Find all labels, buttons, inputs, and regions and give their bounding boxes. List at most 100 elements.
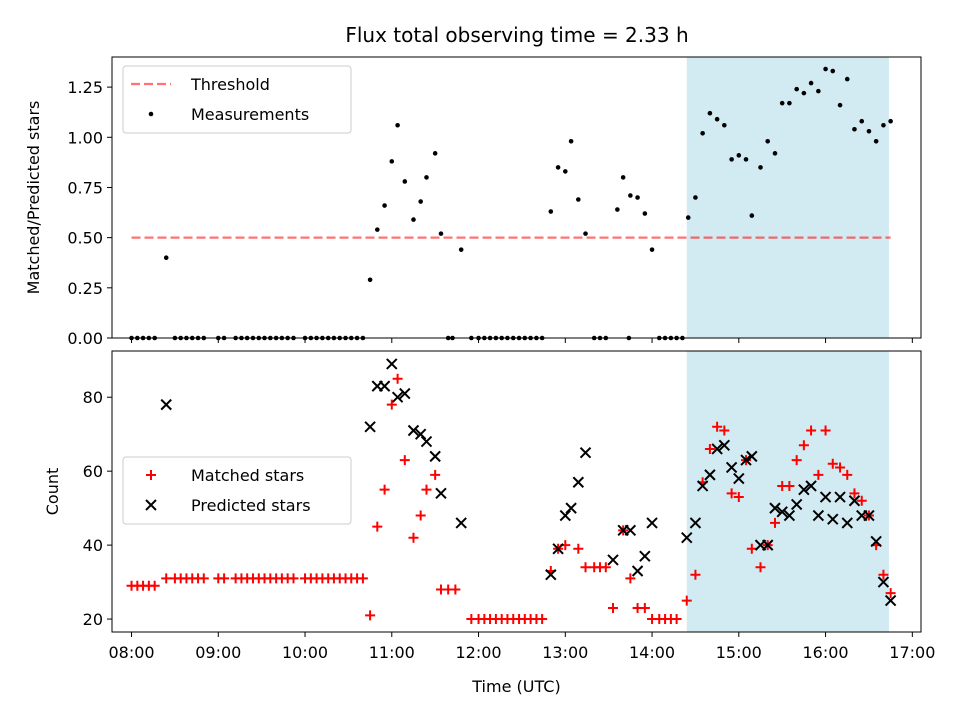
top-panel-ratio: 0.00 0.25 0.50 0.75 1.00 1.25 Matched/Predicte… (24, 56, 922, 348)
predicted-point (435, 487, 447, 500)
matched-point (690, 569, 701, 580)
predicted-point (746, 450, 758, 463)
predicted-point (848, 495, 861, 507)
matched-point (726, 488, 737, 499)
measurement-point (881, 122, 886, 128)
predicted-point (689, 517, 702, 529)
predicted-point (733, 472, 745, 485)
matched-point (198, 573, 209, 584)
measurement-point (438, 231, 444, 236)
matched-point (784, 480, 795, 491)
predicted-point (559, 509, 572, 522)
bottom-panel-counts: 20 40 60 80 08:00 09:00 10:00 11:00 12:00 13:00 14… (43, 350, 935, 696)
y-axis-label: Matched/Predicted stars (24, 101, 43, 295)
predicted-point (378, 380, 391, 392)
predicted-point (565, 502, 577, 514)
measurement-point (714, 116, 720, 122)
y-tick-label: 0.50 (67, 229, 103, 248)
measurement-point (402, 179, 408, 184)
y-tick-label: 0.25 (67, 279, 103, 298)
matched-point (719, 425, 730, 436)
series-matched-stars (126, 373, 896, 625)
measurement-point (628, 193, 633, 198)
predicted-point (841, 517, 853, 529)
x-tick-label: 16:00 (803, 643, 849, 662)
measurement-point (816, 88, 821, 94)
measurement-point (722, 122, 727, 128)
matched-point (639, 602, 650, 613)
measurement-point (576, 197, 581, 202)
predicted-point (827, 513, 839, 525)
matched-point (372, 521, 383, 532)
matched-point (399, 455, 410, 466)
x-tick-label: 17:00 (889, 643, 935, 662)
y-tick-label: 0.00 (67, 329, 103, 348)
matched-point (365, 610, 376, 621)
predicted-point (761, 539, 774, 551)
predicted-point (572, 476, 585, 488)
matched-point (769, 517, 780, 528)
predicted-point (391, 391, 404, 403)
measurement-point (432, 151, 438, 156)
measurement-point (844, 76, 850, 82)
y-tick-label: 40 (83, 536, 103, 555)
predicted-point (607, 554, 619, 566)
measurement-point (873, 139, 879, 144)
measurement-point (163, 255, 169, 261)
legend-box (122, 456, 352, 525)
measurement-point (568, 139, 574, 144)
y-tick-label: 20 (83, 610, 103, 629)
matched-point (885, 588, 896, 599)
predicted-point (364, 421, 376, 433)
measurement-point (794, 86, 799, 92)
y-tick-label: 80 (83, 388, 103, 407)
x-tick-label: 15:00 (716, 643, 762, 662)
measurement-point (642, 211, 648, 216)
matched-point (733, 492, 744, 503)
matched-point (600, 562, 611, 573)
legend-label: Measurements (191, 105, 309, 124)
matched-point (798, 440, 809, 451)
matched-point (712, 421, 723, 432)
measurement-point (458, 247, 464, 252)
x-tick-label: 08:00 (108, 643, 154, 662)
matched-point (842, 469, 853, 480)
matched-point (573, 543, 584, 554)
predicted-point (386, 358, 398, 370)
predicted-point (798, 483, 810, 496)
measurement-point (367, 277, 373, 283)
predicted-point (718, 439, 731, 451)
predicted-point (696, 480, 709, 492)
predicted-point (407, 424, 420, 437)
measurement-point (615, 207, 620, 212)
measurement-point (837, 102, 843, 108)
measurement-point (374, 227, 380, 232)
predicted-point (725, 461, 738, 474)
predicted-point (790, 498, 803, 511)
measurement-point (583, 231, 588, 236)
predicted-point (420, 435, 433, 448)
matched-point (671, 614, 682, 625)
predicted-point (429, 450, 441, 463)
matched-point (421, 484, 432, 495)
matched-point (878, 569, 889, 580)
measurement-point (758, 165, 763, 170)
matched-point (357, 573, 368, 584)
predicted-point (776, 506, 788, 518)
predicted-point (399, 387, 411, 400)
measurement-point (749, 213, 755, 218)
matched-point (430, 469, 441, 480)
matched-point (827, 458, 838, 469)
x-tick-label: 09:00 (195, 643, 241, 662)
measurement-point (700, 130, 705, 136)
measurement-point (787, 100, 792, 106)
axes-frame (111, 56, 922, 339)
x-tick-label: 14:00 (629, 643, 675, 662)
highlight-span (686, 351, 889, 632)
matched-point (386, 399, 397, 410)
predicted-point (681, 532, 693, 544)
axes-frame (111, 350, 922, 633)
series-predicted-stars (160, 358, 897, 607)
matched-point (704, 443, 715, 454)
predicted-point (414, 428, 427, 440)
